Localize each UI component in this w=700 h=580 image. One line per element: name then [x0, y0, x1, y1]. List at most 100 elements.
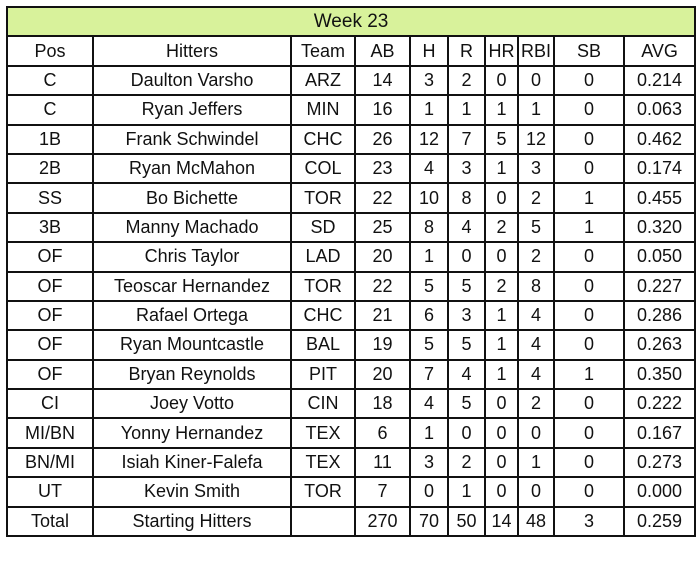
cell-rbi: 3 — [517, 152, 555, 185]
cell-r: 3 — [447, 152, 486, 185]
cell-team — [290, 505, 356, 538]
cell-rbi: 48 — [517, 505, 555, 538]
header-sb: SB — [553, 35, 625, 67]
cell-r: 5 — [447, 329, 486, 361]
cell-pos: 2B — [6, 152, 94, 185]
cell-avg: 0.050 — [622, 241, 697, 273]
cell-hr: 1 — [484, 358, 519, 391]
cell-r: 5 — [447, 270, 486, 302]
cell-hr: 0 — [484, 182, 519, 214]
cell-r: 0 — [447, 241, 486, 273]
cell-team: TOR — [290, 270, 356, 302]
cell-sb: 0 — [553, 329, 625, 361]
cell-rbi: 2 — [517, 388, 555, 420]
cell-sb: 0 — [553, 94, 625, 126]
cell-ab: 18 — [354, 388, 411, 420]
cell-h: 5 — [409, 329, 449, 361]
cell-team: TEX — [290, 417, 356, 449]
header-h: H — [409, 35, 449, 67]
total-row: Total Starting Hitters 270 70 50 14 48 3 0.259 — [6, 505, 697, 538]
cell-ab: 22 — [354, 182, 411, 214]
table-row: CI Joey Votto CIN 18 4 5 0 2 0 0.222 — [6, 388, 697, 420]
cell-sb: 3 — [553, 505, 625, 538]
cell-ab: 23 — [354, 152, 411, 185]
cell-ab: 14 — [354, 64, 411, 97]
cell-rbi: 5 — [517, 211, 555, 244]
cell-pos: C — [6, 94, 94, 126]
cell-avg: 0.350 — [622, 358, 697, 391]
cell-r: 0 — [447, 417, 486, 449]
cell-hr: 0 — [484, 476, 519, 508]
table-row: C Ryan Jeffers MIN 16 1 1 1 1 0 0.063 — [6, 94, 697, 126]
cell-hitter: Teoscar Hernandez — [92, 270, 292, 302]
cell-pos: OF — [6, 358, 94, 391]
cell-hitter: Ryan Mountcastle — [92, 329, 292, 361]
cell-rbi: 0 — [517, 417, 555, 449]
cell-avg: 0.462 — [622, 123, 697, 155]
cell-rbi: 4 — [517, 358, 555, 391]
week-stats-table: Week 23 Pos Hitters Team AB H R HR RBI SB AVG C Dau… — [5, 5, 697, 538]
cell-pos: OF — [6, 241, 94, 273]
cell-hitter: Isiah Kiner-Falefa — [92, 446, 292, 479]
cell-sb: 0 — [553, 388, 625, 420]
cell-h: 1 — [409, 241, 449, 273]
cell-team: CHC — [290, 123, 356, 155]
cell-team: CHC — [290, 299, 356, 332]
cell-hr: 5 — [484, 123, 519, 155]
cell-rbi: 1 — [517, 94, 555, 126]
cell-rbi: 8 — [517, 270, 555, 302]
cell-rbi: 12 — [517, 123, 555, 155]
cell-hr: 0 — [484, 241, 519, 273]
cell-avg: 0.227 — [622, 270, 697, 302]
cell-h: 12 — [409, 123, 449, 155]
cell-hr: 1 — [484, 299, 519, 332]
table-row: 1B Frank Schwindel CHC 26 12 7 5 12 0 0.462 — [6, 123, 697, 155]
cell-sb: 0 — [553, 241, 625, 273]
cell-hitter: Bryan Reynolds — [92, 358, 292, 391]
cell-hr: 0 — [484, 417, 519, 449]
header-row: Pos Hitters Team AB H R HR RBI SB AVG — [6, 35, 697, 67]
cell-r: 50 — [447, 505, 486, 538]
cell-avg: 0.000 — [622, 476, 697, 508]
cell-hitter: Frank Schwindel — [92, 123, 292, 155]
cell-pos: OF — [6, 329, 94, 361]
cell-hr: 1 — [484, 94, 519, 126]
table-title: Week 23 — [5, 5, 697, 38]
cell-ab: 20 — [354, 241, 411, 273]
cell-pos: UT — [6, 476, 94, 508]
cell-r: 2 — [447, 64, 486, 97]
cell-ab: 11 — [354, 446, 411, 479]
cell-hr: 1 — [484, 152, 519, 185]
cell-h: 1 — [409, 94, 449, 126]
cell-h: 1 — [409, 417, 449, 449]
cell-sb: 1 — [553, 358, 625, 391]
cell-hitter: Daulton Varsho — [92, 64, 292, 97]
cell-ab: 22 — [354, 270, 411, 302]
cell-hr: 0 — [484, 64, 519, 97]
cell-r: 2 — [447, 446, 486, 479]
table-row: OF Ryan Mountcastle BAL 19 5 5 1 4 0 0.263 — [6, 329, 697, 361]
cell-r: 1 — [447, 476, 486, 508]
cell-hitter: Ryan Jeffers — [92, 94, 292, 126]
cell-hitter: Starting Hitters — [92, 505, 292, 538]
cell-hitter: Rafael Ortega — [92, 299, 292, 332]
cell-rbi: 0 — [517, 64, 555, 97]
cell-rbi: 0 — [517, 476, 555, 508]
cell-sb: 0 — [553, 476, 625, 508]
cell-team: COL — [290, 152, 356, 185]
header-r: R — [447, 35, 486, 67]
cell-r: 1 — [447, 94, 486, 126]
cell-r: 4 — [447, 211, 486, 244]
header-rbi: RBI — [517, 35, 555, 67]
cell-hitter: Chris Taylor — [92, 241, 292, 273]
cell-rbi: 1 — [517, 446, 555, 479]
cell-hr: 2 — [484, 211, 519, 244]
cell-avg: 0.286 — [622, 299, 697, 332]
header-hr: HR — [484, 35, 519, 67]
cell-hitter: Bo Bichette — [92, 182, 292, 214]
cell-avg: 0.063 — [622, 94, 697, 126]
cell-avg: 0.320 — [622, 211, 697, 244]
cell-pos: Total — [6, 505, 94, 538]
cell-rbi: 2 — [517, 241, 555, 273]
cell-h: 8 — [409, 211, 449, 244]
